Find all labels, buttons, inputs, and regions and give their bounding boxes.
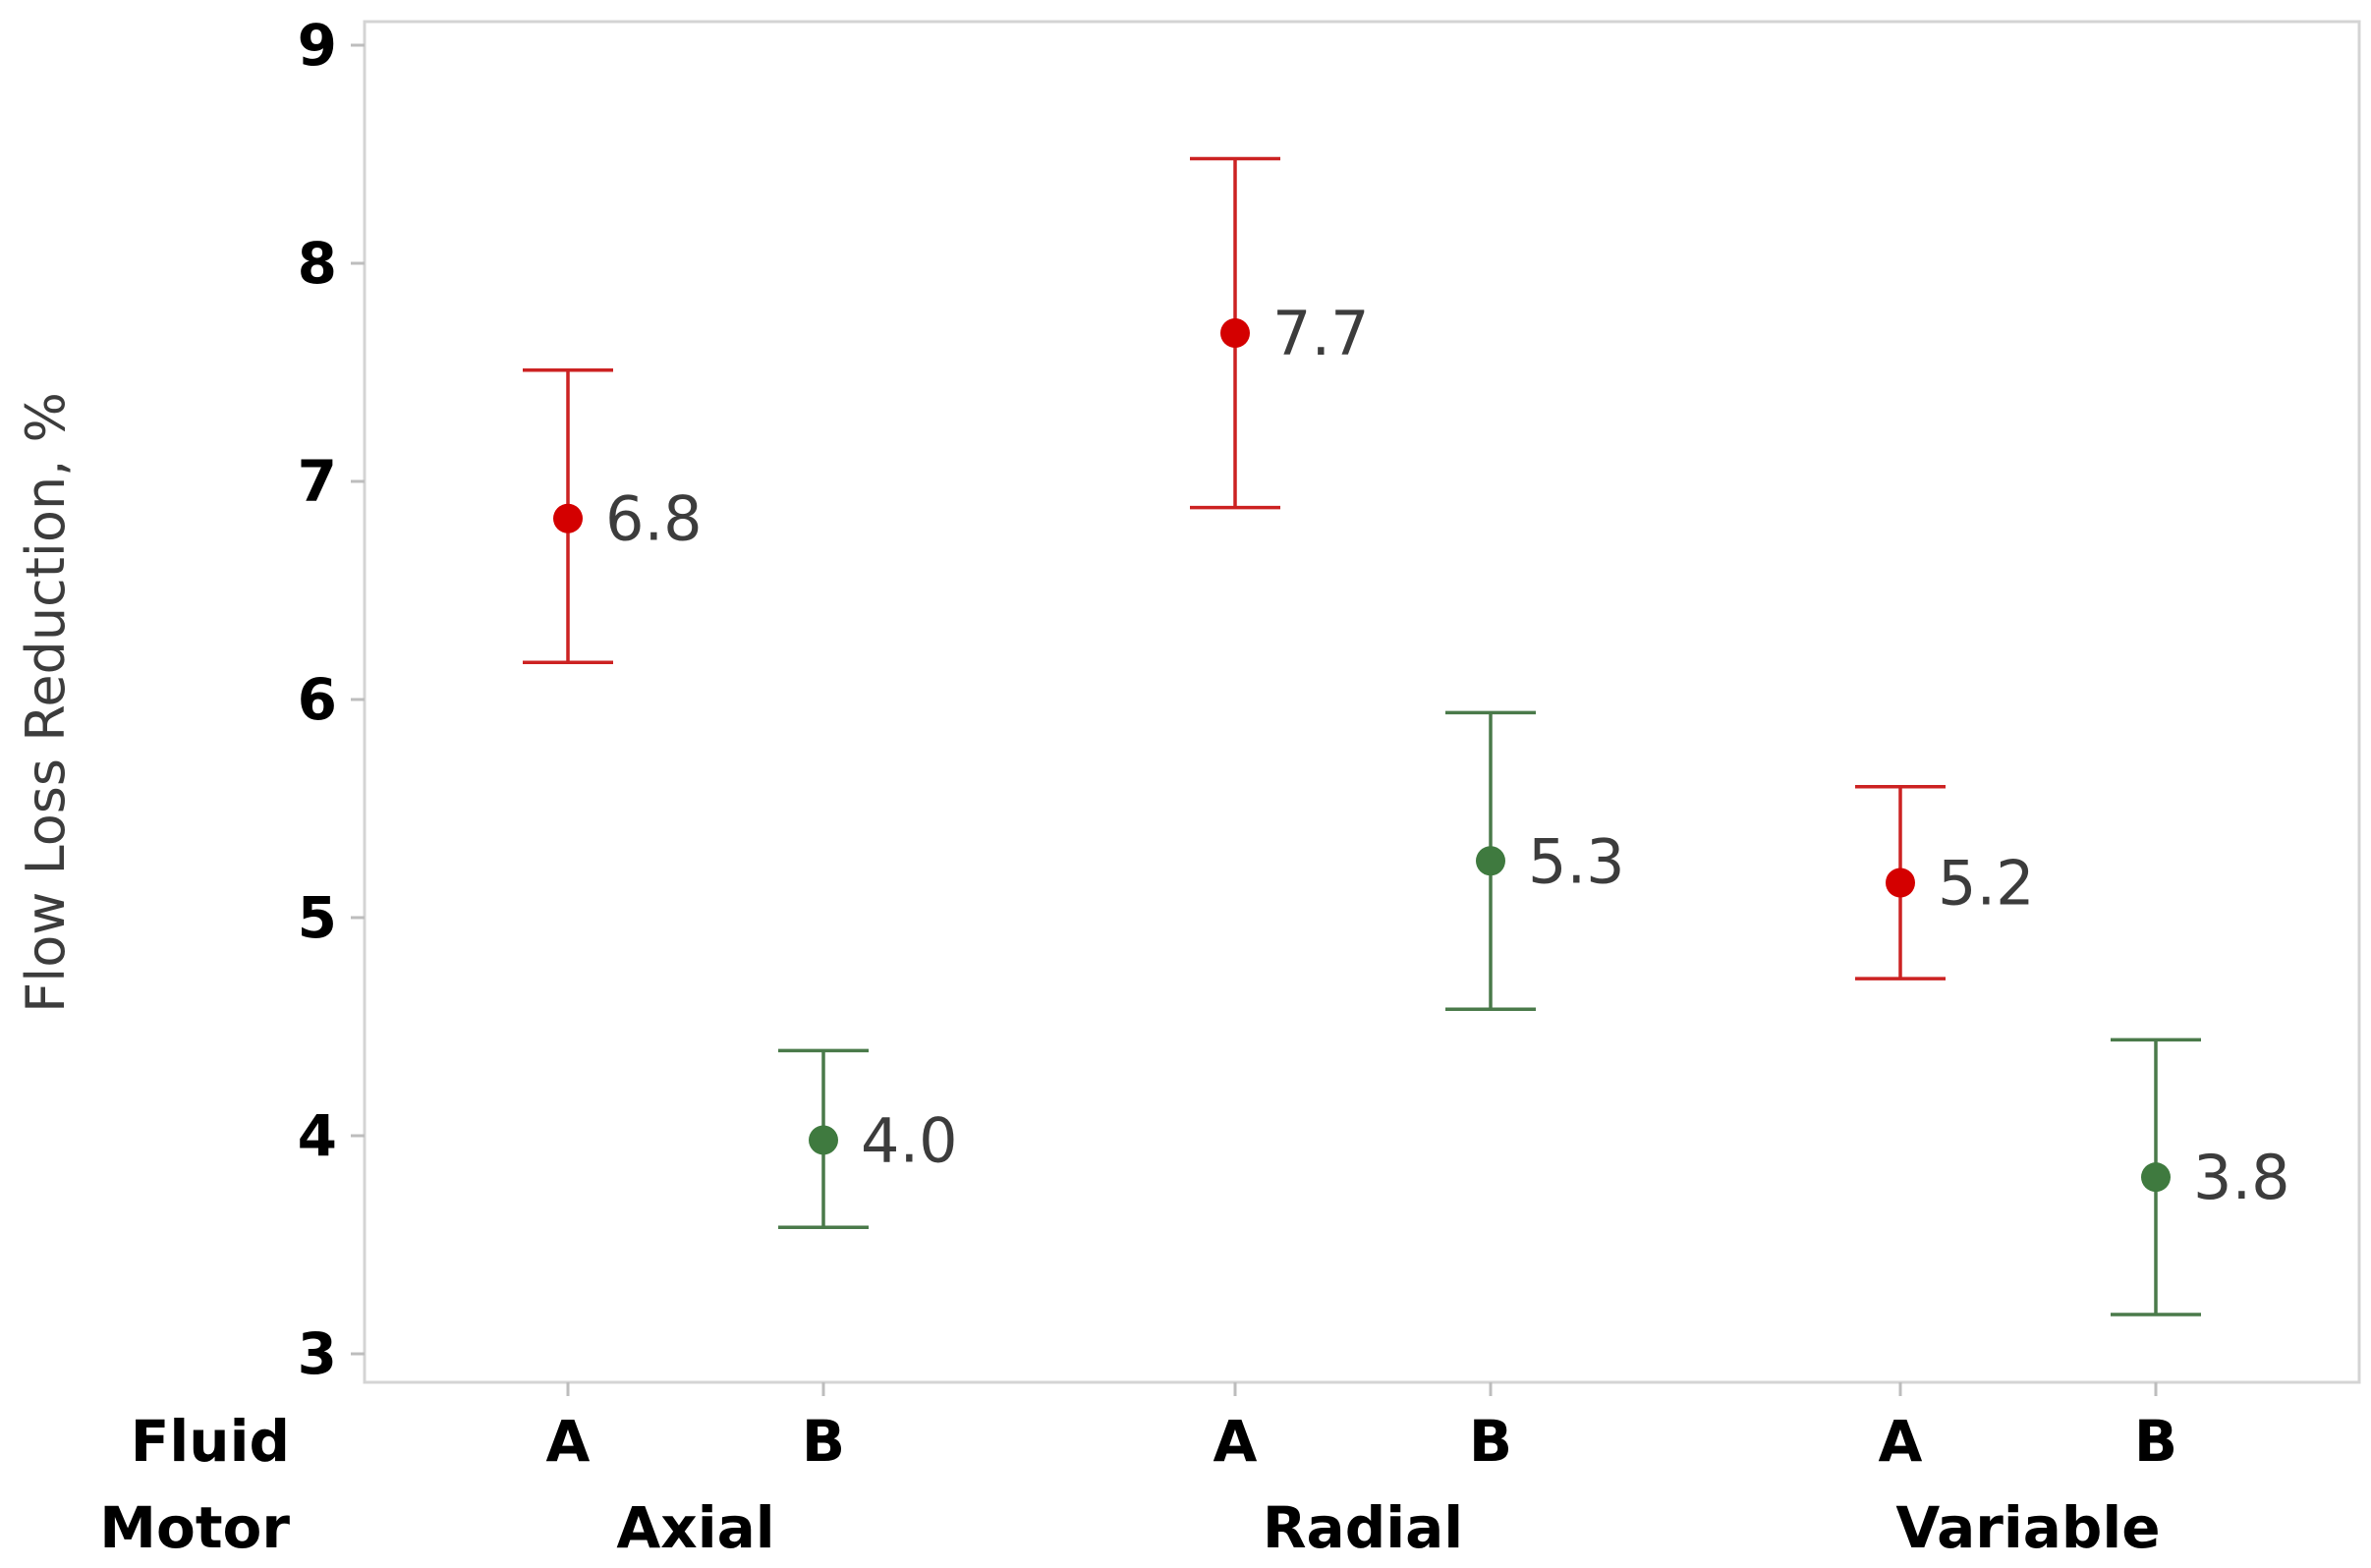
data-label: 5.2 — [1938, 847, 2035, 919]
y-tick-label: 4 — [298, 1102, 337, 1169]
motor-group-label: Variable — [1895, 1494, 2160, 1561]
mean-point — [1886, 868, 1915, 898]
interval-variable-a: 5.2 — [1855, 785, 2035, 980]
y-axis: 3 4 5 6 7 8 9 — [298, 12, 365, 1387]
y-tick-label: 9 — [298, 12, 337, 79]
mean-point — [1220, 318, 1250, 349]
y-tick-label: 6 — [298, 666, 337, 733]
interval-radial-b: 5.3 — [1445, 710, 1625, 1011]
y-tick-label: 5 — [298, 884, 337, 951]
fluid-category-label: B — [802, 1408, 845, 1475]
y-axis-title: Flow Loss Reduction, % — [15, 392, 77, 1013]
data-label: 6.8 — [605, 483, 703, 555]
fluid-row-label: Fluid — [131, 1408, 290, 1475]
interval-axial-a: 6.8 — [523, 368, 703, 665]
data-label: 4.0 — [861, 1104, 958, 1176]
data-label: 5.3 — [1528, 825, 1625, 897]
interval-variable-b: 3.8 — [2111, 1037, 2290, 1316]
data-label: 7.7 — [1272, 298, 1370, 369]
y-tick-label: 7 — [298, 448, 337, 515]
interval-radial-a: 7.7 — [1190, 156, 1370, 510]
fluid-category-label: A — [1214, 1408, 1258, 1475]
fluid-category-label: A — [546, 1408, 591, 1475]
interval-axial-b: 4.0 — [778, 1048, 958, 1229]
data-label: 3.8 — [2193, 1142, 2290, 1213]
mean-point — [553, 503, 583, 533]
fluid-category-label: B — [1469, 1408, 1512, 1475]
mean-point — [1476, 846, 1505, 876]
motor-group-label: Radial — [1263, 1494, 1463, 1561]
fluid-category-label: B — [2134, 1408, 2177, 1475]
plot-frame — [363, 20, 2361, 1384]
motor-group-label: Axial — [616, 1494, 774, 1561]
y-tick-label: 3 — [298, 1320, 337, 1387]
fluid-category-label: A — [1879, 1408, 1923, 1475]
mean-point — [809, 1125, 838, 1155]
motor-row-label: Motor — [99, 1494, 290, 1561]
interval-series: 6.8 4.0 7.7 5.3 5.2 3.8 — [523, 156, 2290, 1316]
y-tick-label: 8 — [298, 230, 337, 297]
mean-point — [2141, 1162, 2171, 1193]
